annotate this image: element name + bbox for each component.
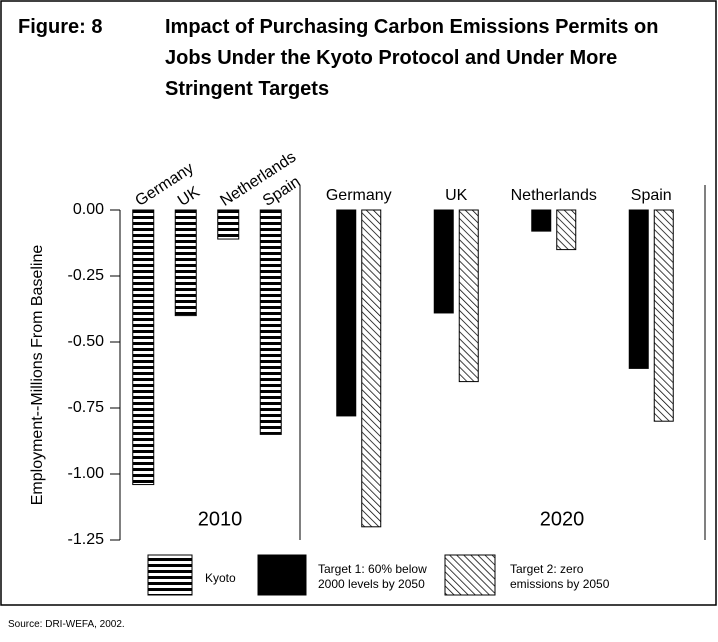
bar xyxy=(556,209,577,251)
legend-label: Target 1: 60% below 2000 levels by 2050 xyxy=(318,562,427,591)
y-tick-label: -0.25 xyxy=(68,267,105,284)
frame xyxy=(0,0,717,606)
x-tick-label: UK xyxy=(445,187,468,204)
source-note: Source: DRI-WEFA, 2002. xyxy=(8,619,125,630)
bar xyxy=(531,209,552,232)
x-tick-label: UK xyxy=(175,183,203,210)
x-tick-label: Spain xyxy=(631,187,672,204)
figure-label: Figure: 8 xyxy=(18,16,103,38)
bar xyxy=(653,209,674,422)
legend-swatch xyxy=(444,554,496,596)
legend-swatch xyxy=(147,554,193,596)
bar xyxy=(217,209,240,240)
bar xyxy=(628,209,649,369)
chart-title: Impact of Purchasing Carbon Emissions Pe… xyxy=(165,16,659,100)
y-tick-label: -0.75 xyxy=(68,399,105,416)
y-tick-label: -1.25 xyxy=(68,531,105,548)
legend-label: Kyoto xyxy=(205,571,236,585)
y-tick-label: 0.00 xyxy=(73,201,104,218)
bar xyxy=(259,209,282,435)
y-tick-label: -0.50 xyxy=(68,333,105,350)
bar xyxy=(361,209,382,528)
bar xyxy=(433,209,454,314)
bar xyxy=(174,209,197,317)
y-axis-label: Employment--Millions From Baseline xyxy=(29,245,46,506)
panel-label: 2010 xyxy=(198,508,243,530)
x-tick-label: Netherlands xyxy=(511,187,597,204)
x-tick-label: Germany xyxy=(326,187,392,204)
panel-label: 2020 xyxy=(540,508,585,530)
bar xyxy=(132,209,155,486)
bar xyxy=(336,209,357,417)
bar xyxy=(458,209,479,383)
legend-swatch xyxy=(257,554,307,596)
y-tick-label: -1.00 xyxy=(68,465,105,482)
legend-label: Target 2: zero emissions by 2050 xyxy=(510,562,610,591)
